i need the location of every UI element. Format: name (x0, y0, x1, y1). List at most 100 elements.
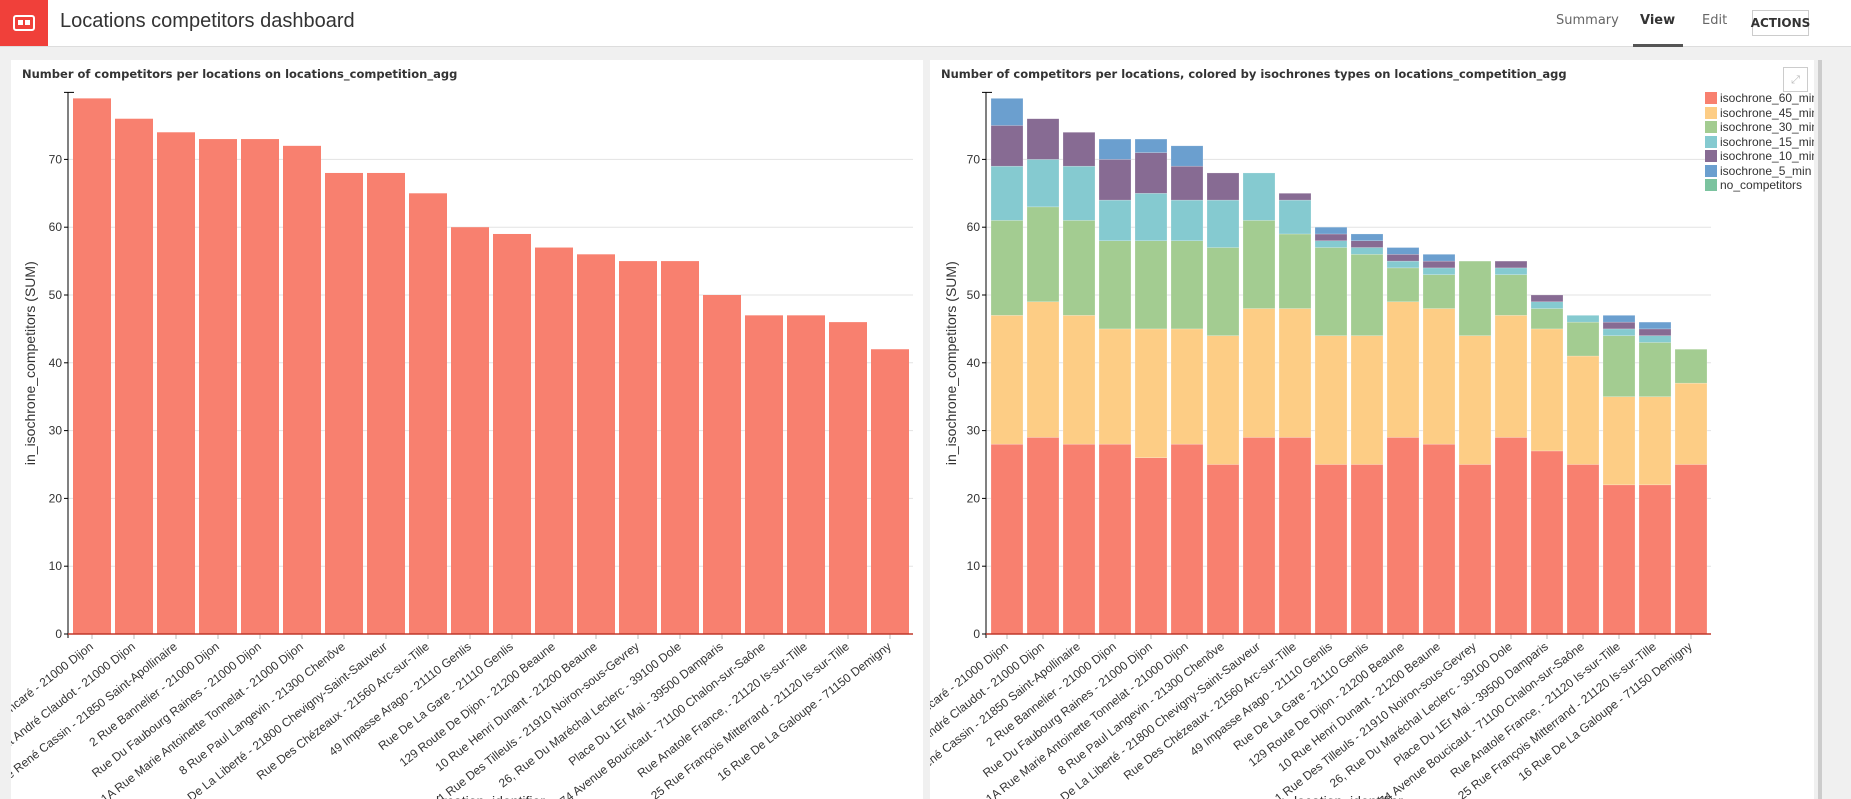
y-tick-label: 60 (967, 220, 981, 234)
bar (661, 261, 699, 634)
bar-segment-isochrone_45_min (1602, 396, 1636, 486)
y-tick-label: 30 (49, 424, 63, 438)
legend-item[interactable]: isochrone_10_min (1705, 149, 1814, 164)
scrollbar[interactable] (1818, 60, 1822, 799)
bar-segment-isochrone_5_min (1098, 138, 1132, 160)
bar-segment-isochrone_5_min (1386, 247, 1420, 255)
bar-segment-isochrone_60_min (1314, 464, 1348, 635)
legend-label: isochrone_30_min (1720, 120, 1814, 135)
bar-segment-isochrone_15_min (1134, 193, 1168, 242)
bar-segment-isochrone_30_min (1242, 220, 1276, 309)
bar-segment-isochrone_30_min (1530, 308, 1564, 330)
bar-segment-isochrone_15_min (1278, 199, 1312, 235)
bar-segment-isochrone_15_min (1170, 199, 1204, 242)
bar-segment-isochrone_30_min (1134, 240, 1168, 330)
legend-item[interactable]: isochrone_45_min (1705, 106, 1814, 121)
bar-segment-isochrone_60_min (990, 443, 1024, 635)
bar-segment-isochrone_30_min (1458, 260, 1492, 336)
bar-segment-isochrone_60_min (1134, 457, 1168, 635)
bar-segment-isochrone_10_min (1098, 159, 1132, 201)
bar-segment-isochrone_30_min (1278, 233, 1312, 309)
legend-label: isochrone_45_min (1720, 105, 1814, 120)
bar-segment-isochrone_60_min (1566, 464, 1600, 635)
header: Locations competitors dashboard Summary … (0, 0, 1851, 47)
y-tick-label: 0 (973, 627, 980, 641)
y-tick-label: 40 (49, 356, 63, 370)
bar-segment-isochrone_10_min (1386, 254, 1420, 262)
legend-label: isochrone_60_min (1720, 91, 1814, 106)
bar-segment-isochrone_30_min (1602, 335, 1636, 397)
actions-button[interactable]: ACTIONS (1751, 10, 1810, 36)
bar-segment-isochrone_30_min (1566, 321, 1600, 357)
bar-segment-isochrone_10_min (1026, 118, 1060, 160)
bar-segment-isochrone_5_min (990, 98, 1024, 126)
bar (115, 118, 153, 635)
bar-segment-isochrone_15_min (1026, 159, 1060, 208)
bar-segment-isochrone_45_min (990, 315, 1024, 445)
bar-segment-isochrone_45_min (1530, 328, 1564, 452)
tab-view[interactable]: View (1640, 13, 1676, 28)
bar-segment-isochrone_30_min (1098, 240, 1132, 330)
legend-item[interactable]: isochrone_30_min (1705, 120, 1814, 135)
bar-segment-isochrone_10_min (1530, 294, 1564, 303)
bar-segment-isochrone_45_min (1278, 308, 1312, 438)
bar-segment-isochrone_45_min (1170, 328, 1204, 445)
bar (577, 254, 615, 634)
dashboard-icon[interactable] (0, 0, 48, 46)
bar-segment-isochrone_10_min (1422, 260, 1456, 269)
bar-segment-isochrone_60_min (1206, 464, 1240, 635)
bar-segment-isochrone_15_min (1386, 260, 1420, 269)
legend-item[interactable]: isochrone_5_min (1705, 164, 1814, 179)
bar-segment-isochrone_5_min (1134, 138, 1168, 153)
x-axis-label: location_identifier (1294, 793, 1403, 799)
y-tick-label: 70 (967, 152, 981, 166)
bar-segment-isochrone_45_min (1134, 328, 1168, 458)
bar-segment-isochrone_45_min (1458, 335, 1492, 465)
bar-segment-isochrone_5_min (1638, 321, 1672, 330)
legend-swatch (1705, 121, 1717, 134)
y-tick-label: 50 (49, 288, 63, 302)
bar-segment-isochrone_10_min (1062, 132, 1096, 167)
bar-segment-isochrone_45_min (1494, 315, 1528, 438)
bar (535, 247, 573, 635)
tab-summary[interactable]: Summary (1556, 13, 1619, 28)
legend-label: no_competitors (1720, 178, 1803, 193)
bar-segment-isochrone_60_min (1530, 450, 1564, 635)
bar-segment-isochrone_45_min (1350, 335, 1384, 465)
bar-segment-isochrone_60_min (1278, 437, 1312, 635)
legend-swatch (1705, 150, 1717, 163)
bar (703, 295, 741, 634)
expand-icon[interactable]: ⤢ (1783, 67, 1808, 92)
legend: isochrone_60_min isochrone_45_min isochron… (1705, 91, 1814, 193)
bar (787, 315, 825, 634)
bar-segment-isochrone_10_min (1350, 240, 1384, 248)
bar-segment-isochrone_60_min (1386, 437, 1420, 635)
bar-segment-isochrone_60_min (1674, 464, 1708, 635)
y-tick-label: 50 (967, 288, 981, 302)
bar-segment-isochrone_30_min (990, 220, 1024, 316)
legend-item[interactable]: isochrone_15_min (1705, 135, 1814, 150)
tab-edit[interactable]: Edit (1702, 13, 1728, 28)
bar-segment-isochrone_30_min (1026, 206, 1060, 303)
bar-segment-isochrone_15_min (1098, 199, 1132, 242)
bar-segment-isochrone_30_min (1422, 274, 1456, 309)
legend-item[interactable]: isochrone_60_min (1705, 91, 1814, 106)
bar-segment-isochrone_60_min (1602, 484, 1636, 635)
page-title: Locations competitors dashboard (60, 10, 355, 32)
legend-item[interactable]: no_competitors (1705, 178, 1814, 193)
bar-segment-isochrone_15_min (1638, 335, 1672, 343)
bar-segment-isochrone_60_min (1350, 464, 1384, 635)
bar-segment-isochrone_15_min (990, 165, 1024, 221)
bar-segment-isochrone_45_min (1062, 315, 1096, 445)
bar-segment-isochrone_45_min (1242, 308, 1276, 438)
legend-label: isochrone_10_min (1720, 149, 1814, 164)
bar (283, 145, 321, 634)
bar-segment-isochrone_5_min (1314, 226, 1348, 235)
bar-segment-isochrone_5_min (1422, 254, 1456, 262)
bar-segment-isochrone_45_min (1638, 396, 1672, 486)
bar-segment-isochrone_30_min (1494, 274, 1528, 316)
bar (73, 98, 111, 634)
bar-segment-isochrone_15_min (1566, 315, 1600, 323)
